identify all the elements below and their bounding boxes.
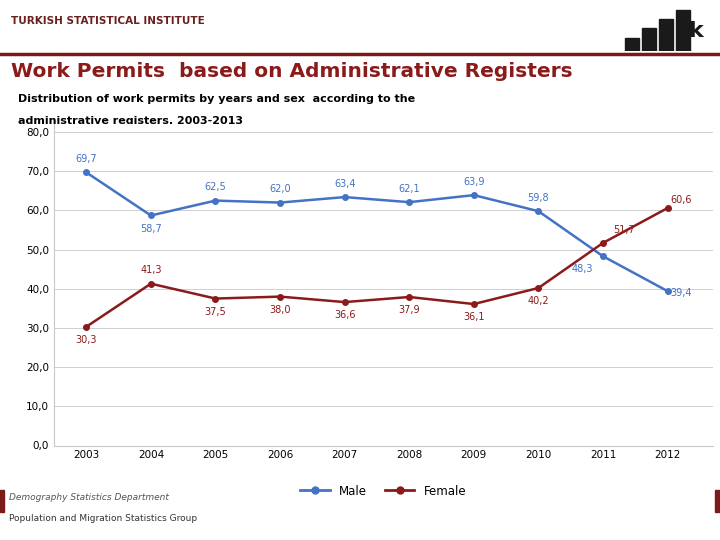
Text: 63,9: 63,9 xyxy=(463,177,485,187)
Text: Demography Statistics Department: Demography Statistics Department xyxy=(9,494,168,502)
Text: 30,3: 30,3 xyxy=(76,335,97,345)
Text: 37,9: 37,9 xyxy=(398,305,420,315)
Text: 36,1: 36,1 xyxy=(463,312,485,322)
Text: 62,1: 62,1 xyxy=(398,184,420,194)
Text: 37,5: 37,5 xyxy=(204,307,226,316)
Bar xyxy=(715,490,720,512)
Text: 60,6: 60,6 xyxy=(671,195,692,205)
Text: 40,2: 40,2 xyxy=(528,296,549,306)
Text: 59,8: 59,8 xyxy=(528,193,549,203)
Text: 63,4: 63,4 xyxy=(334,179,356,189)
Text: 51,7: 51,7 xyxy=(613,225,635,234)
Text: 58,7: 58,7 xyxy=(140,224,162,234)
Text: 38,0: 38,0 xyxy=(269,305,291,315)
Text: 62,0: 62,0 xyxy=(269,184,291,194)
Text: Distribution of work permits by years and sex  according to the: Distribution of work permits by years an… xyxy=(18,94,415,104)
Bar xyxy=(625,37,639,51)
Text: administrative registers, 2003-2013: administrative registers, 2003-2013 xyxy=(18,116,243,126)
Bar xyxy=(642,28,656,51)
Text: 36,6: 36,6 xyxy=(334,310,356,320)
Text: 62,5: 62,5 xyxy=(204,183,226,192)
Text: k: k xyxy=(688,21,703,40)
Bar xyxy=(675,10,690,51)
Bar xyxy=(0,490,4,512)
Bar xyxy=(659,19,672,51)
Text: TURKISH STATISTICAL INSTITUTE: TURKISH STATISTICAL INSTITUTE xyxy=(11,16,204,26)
Text: 41,3: 41,3 xyxy=(140,265,161,275)
Text: 39,4: 39,4 xyxy=(671,288,692,298)
Text: 69,7: 69,7 xyxy=(76,154,97,164)
Text: Population and Migration Statistics Group: Population and Migration Statistics Grou… xyxy=(9,514,197,523)
Text: 48,3: 48,3 xyxy=(572,264,593,274)
Text: Work Permits  based on Administrative Registers: Work Permits based on Administrative Reg… xyxy=(11,62,572,81)
Legend: Male, Female: Male, Female xyxy=(295,480,472,502)
